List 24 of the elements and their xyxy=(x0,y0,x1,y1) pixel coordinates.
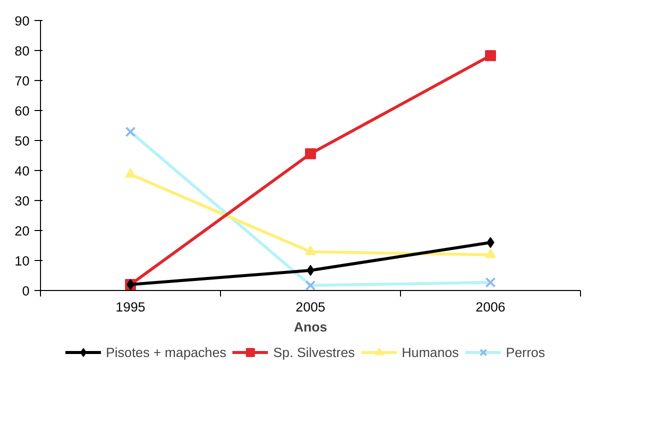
x-tick-label: 2005 xyxy=(296,300,326,314)
y-tick-label: 0 xyxy=(22,284,30,298)
y-tick-label: 70 xyxy=(14,74,30,88)
y-tick-label: 50 xyxy=(14,134,30,148)
point xyxy=(305,148,316,160)
point xyxy=(485,248,496,258)
point xyxy=(485,50,496,62)
x-axis-title: Anos xyxy=(294,320,328,334)
point xyxy=(486,237,494,248)
y-tick-label: 10 xyxy=(14,254,30,268)
y-tick-label: 40 xyxy=(14,164,30,178)
x-tick-label: 1995 xyxy=(116,300,146,314)
legend-label: Sp. Silvestres xyxy=(273,344,355,360)
point xyxy=(305,246,316,256)
point xyxy=(125,168,136,178)
legend-label: Perros xyxy=(506,344,546,360)
y-tick-label: 30 xyxy=(14,194,30,208)
y-tick-label: 20 xyxy=(14,224,30,238)
y-tick-label: 60 xyxy=(14,104,30,118)
legend-label: Pisotes + mapaches xyxy=(106,344,226,360)
y-tick-label: 80 xyxy=(14,44,30,58)
y-tick-label: 90 xyxy=(14,14,30,28)
legend-label: Humanos xyxy=(402,344,459,360)
x-tick-label: 2006 xyxy=(476,300,506,314)
